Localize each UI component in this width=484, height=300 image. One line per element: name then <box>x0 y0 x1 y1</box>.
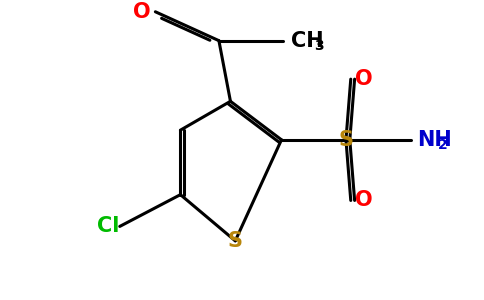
Text: S: S <box>228 231 243 251</box>
Text: Cl: Cl <box>97 216 120 236</box>
Text: O: O <box>355 190 373 210</box>
Text: NH: NH <box>417 130 452 150</box>
Text: 3: 3 <box>314 39 324 53</box>
Text: S: S <box>338 130 353 150</box>
Text: O: O <box>355 69 373 89</box>
Text: O: O <box>133 2 151 22</box>
Text: CH: CH <box>291 31 324 51</box>
Text: 2: 2 <box>439 138 448 152</box>
